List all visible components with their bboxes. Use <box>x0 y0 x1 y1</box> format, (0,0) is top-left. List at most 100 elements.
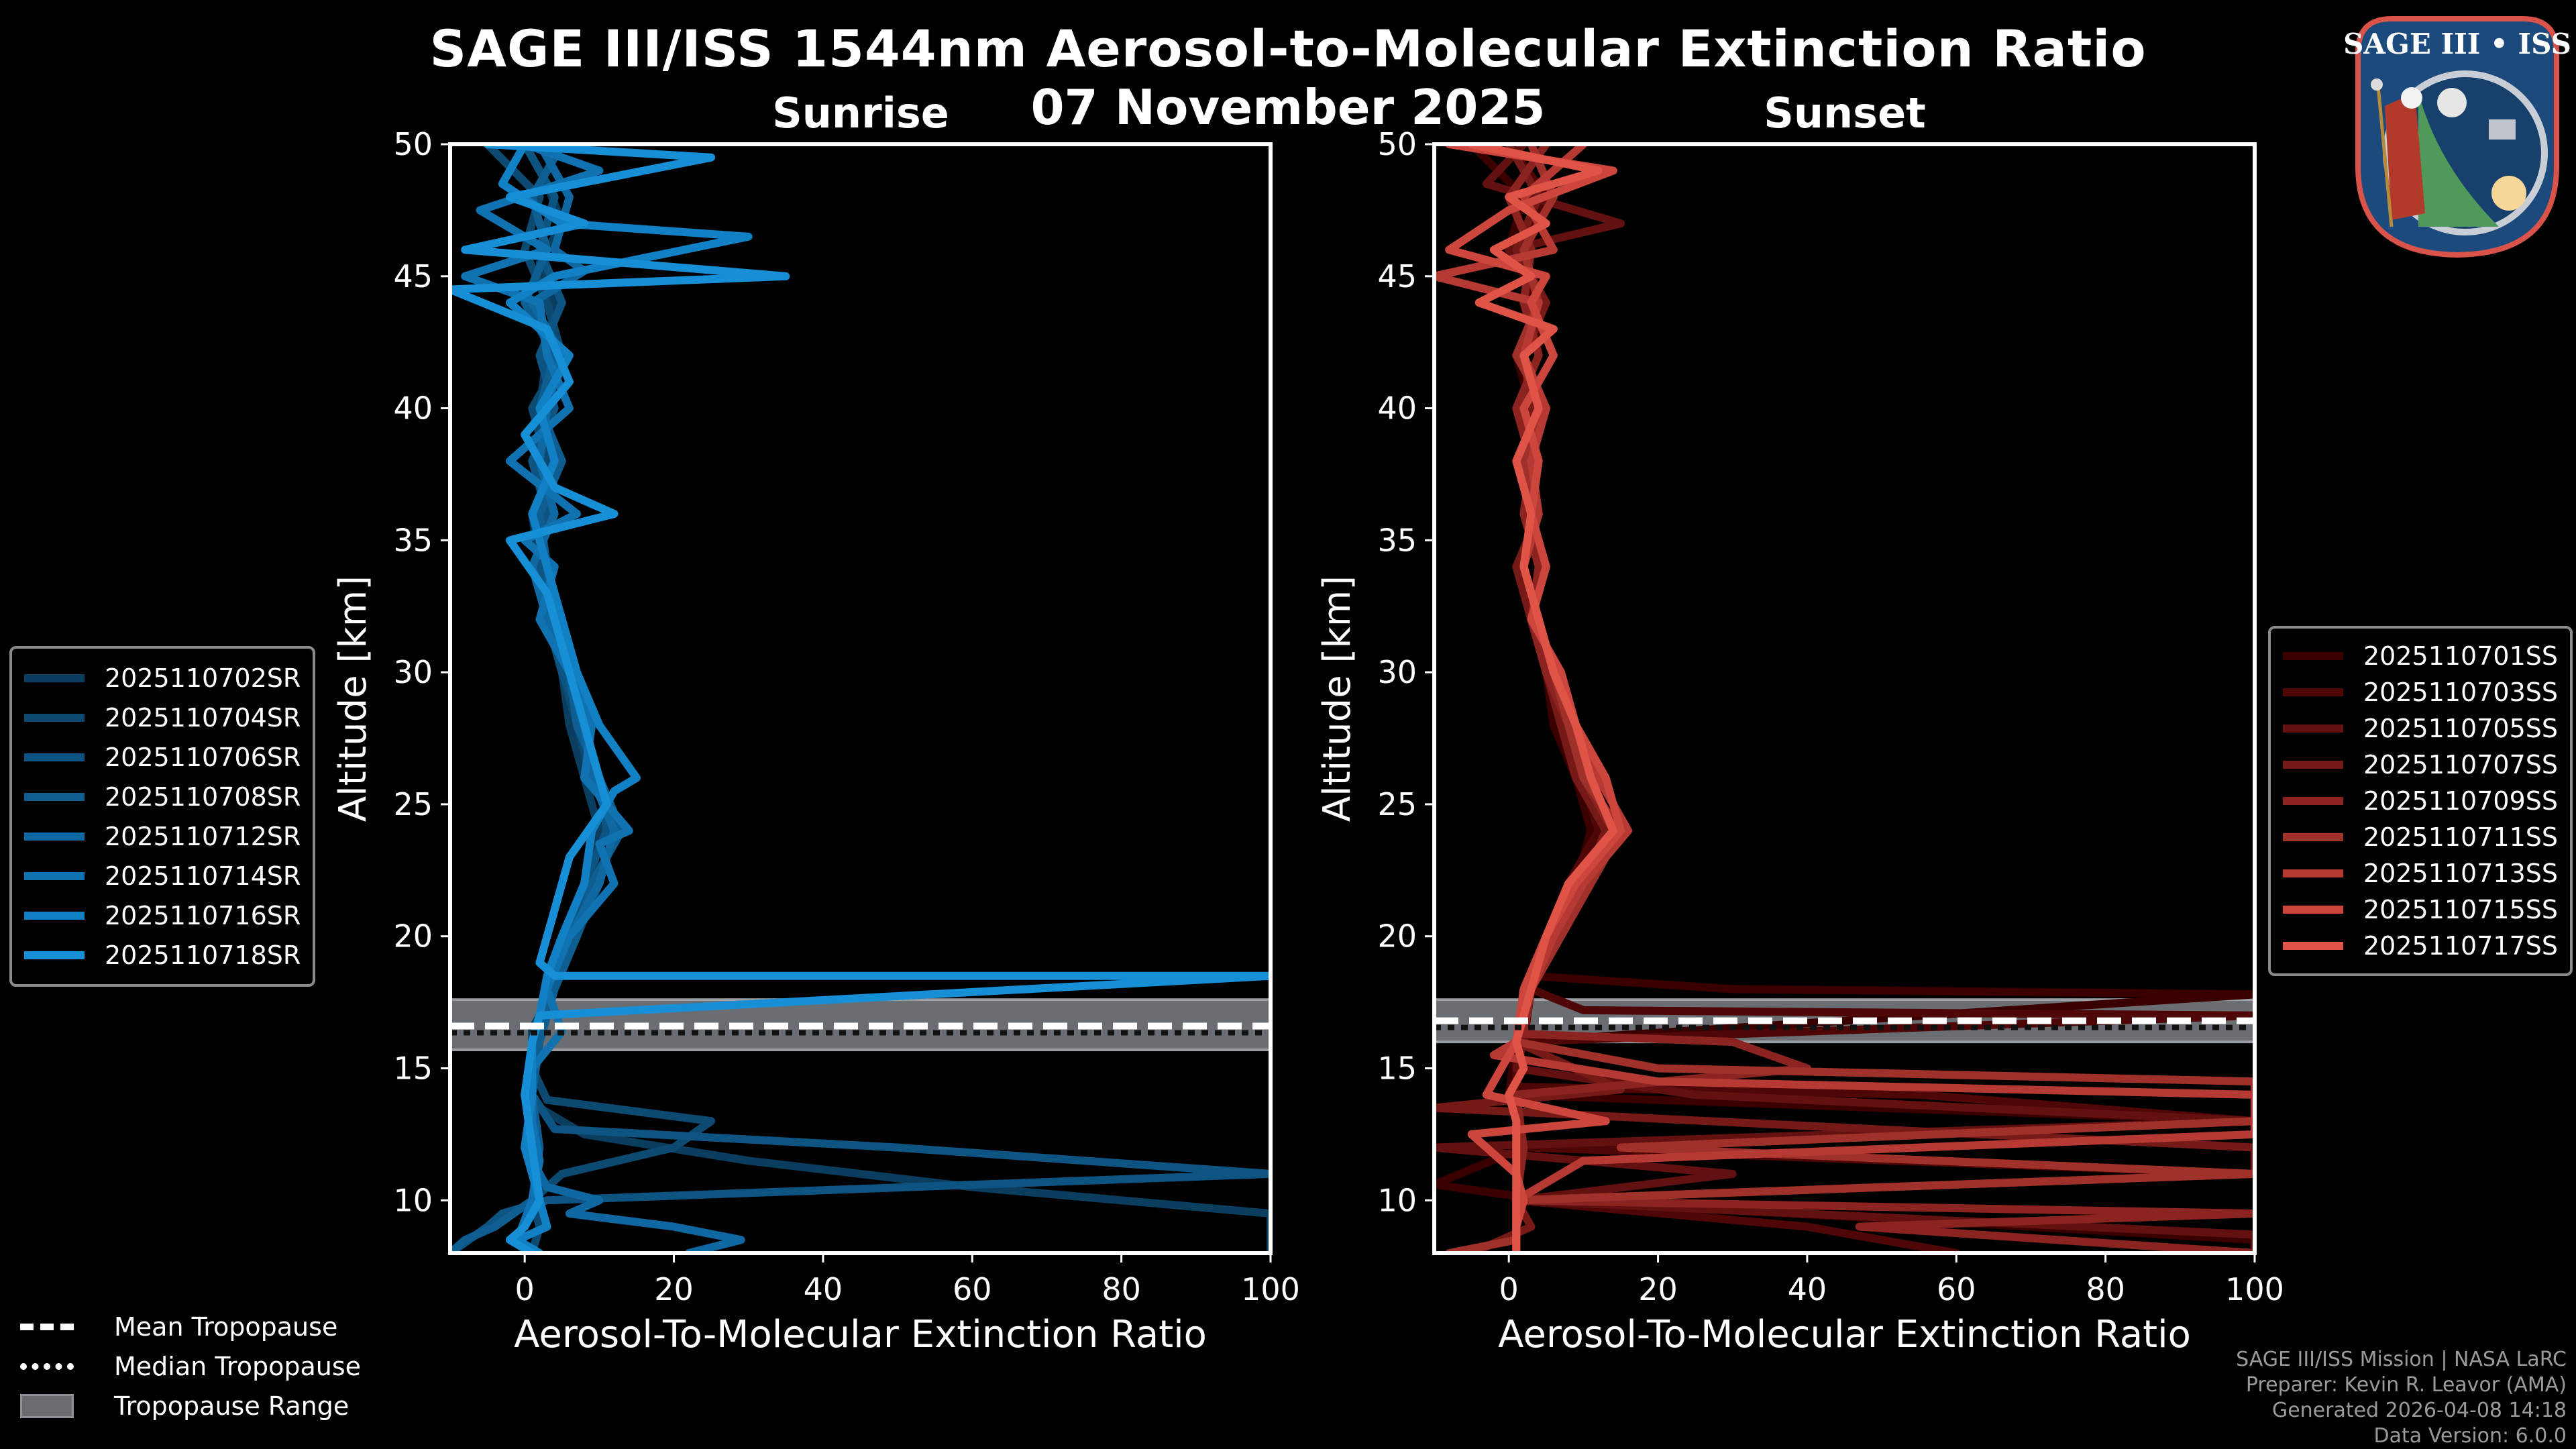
legend-line-swatch-icon <box>24 832 85 841</box>
legend-line-swatch-icon <box>2283 724 2343 733</box>
legend-label: 2025110712SR <box>105 821 301 851</box>
legend-item: 2025110713SS <box>2283 855 2558 892</box>
sunrise-legend: 2025110702SR 2025110704SR 2025110706SR 2025… <box>9 646 316 987</box>
legend-line-swatch-icon <box>2283 906 2343 914</box>
legend-item: 2025110701SS <box>2283 638 2558 674</box>
legend-label: 2025110716SR <box>105 900 301 930</box>
x-tick-label: 20 <box>1638 1271 1678 1307</box>
sunset-legend: 2025110701SS 2025110703SS 2025110705SS 2025… <box>2268 626 2573 976</box>
legend-label: 2025110707SS <box>2363 750 2559 780</box>
y-tick-label: 40 <box>393 390 433 427</box>
legend-item-median-tropopause: Median Tropopause <box>20 1346 361 1386</box>
legend-label: 2025110701SS <box>2363 641 2559 671</box>
legend-label: 2025110713SS <box>2363 859 2559 888</box>
profile-line-2025110702SR <box>521 144 1271 1253</box>
sage-iii-iss-mission-patch-icon: SAGE III • ISS <box>2345 16 2570 258</box>
credit-generated: Generated 2026-04-08 14:18 <box>2271 1399 2567 1422</box>
axes-frame <box>1432 142 2257 1255</box>
legend-label: 2025110714SR <box>105 861 301 891</box>
legend-item: 2025110716SR <box>24 896 301 935</box>
plot-area <box>1434 144 2255 1253</box>
chart-date-subtitle: 07 November 2025 <box>1030 79 1546 136</box>
credit-preparer: Preparer: Kevin R. Leavor (AMA) <box>2245 1373 2567 1397</box>
legend-line-swatch-icon <box>24 713 85 722</box>
y-tick-label: 10 <box>1377 1182 1417 1218</box>
legend-line-swatch-icon <box>2283 797 2343 805</box>
x-tick-label: 80 <box>2086 1271 2125 1307</box>
x-tick-label: 0 <box>1499 1271 1519 1307</box>
legend-item: 2025110704SR <box>24 698 301 737</box>
x-tick-label: 40 <box>1788 1271 1827 1307</box>
legend-item: 2025110718SR <box>24 935 301 975</box>
x-tick-label: 100 <box>1241 1271 1300 1307</box>
sunrise-panel-title: Sunrise <box>772 89 949 138</box>
legend-label: Mean Tropopause <box>114 1311 338 1342</box>
y-tick-label: 50 <box>1377 126 1417 162</box>
logo-title: SAGE III • ISS <box>2345 28 2570 60</box>
x-tick-label: 20 <box>654 1271 694 1307</box>
legend-line-swatch-icon <box>2283 942 2343 950</box>
legend-label: 2025110708SR <box>105 782 301 812</box>
y-tick-label: 25 <box>1377 786 1417 822</box>
sunrise-plot: 0 20 40 60 80 100 10 15 20 25 30 35 40 45 50 Aerosol-To… <box>331 126 1300 1356</box>
legend-item-mean-tropopause: Mean Tropopause <box>20 1307 361 1346</box>
x-tick-label: 80 <box>1102 1271 1141 1307</box>
x-axis-label: Aerosol-To-Molecular Extinction Ratio <box>514 1313 1207 1356</box>
x-tick-label: 60 <box>1937 1271 1976 1307</box>
profile-line-2025110717SS <box>1467 144 1617 1253</box>
legend-item: 2025110705SS <box>2283 710 2558 747</box>
legend-item: 2025110714SR <box>24 856 301 896</box>
x-tick-label: 40 <box>804 1271 843 1307</box>
axes-frame <box>448 142 1273 1255</box>
y-tick-label: 40 <box>1377 390 1417 427</box>
legend-line-swatch-icon <box>2283 652 2343 660</box>
sunset-panel-title: Sunset <box>1764 89 1926 138</box>
y-tick-label: 30 <box>1377 654 1417 690</box>
legend-item: 2025110711SS <box>2283 819 2558 855</box>
y-tick-label: 45 <box>1377 258 1417 294</box>
legend-item: 2025110706SR <box>24 737 301 777</box>
y-tick-label: 45 <box>393 258 433 294</box>
y-tick-label: 35 <box>393 522 433 558</box>
legend-label: 2025110709SS <box>2363 786 2559 816</box>
legend-item: 2025110708SR <box>24 777 301 816</box>
chart-title: SAGE III/ISS 1544nm Aerosol-to-Molecular… <box>429 19 2147 78</box>
credit-data-version: Data Version: 6.0.0 <box>2373 1424 2567 1448</box>
legend-item: 2025110715SS <box>2283 892 2558 928</box>
legend-item: 2025110717SS <box>2283 928 2558 964</box>
dotted-line-icon <box>20 1362 74 1370</box>
y-tick-label: 50 <box>393 126 433 162</box>
x-tick-label: 60 <box>953 1271 992 1307</box>
legend-line-swatch-icon <box>24 674 85 682</box>
y-tick-label: 20 <box>1377 918 1417 955</box>
legend-label: 2025110718SR <box>105 940 301 970</box>
y-tick-label: 10 <box>393 1182 433 1218</box>
legend-item: 2025110703SS <box>2283 674 2558 710</box>
range-band-icon <box>20 1393 74 1418</box>
profile-line-2025110718SR <box>450 144 1271 1253</box>
x-tick-label: 100 <box>2225 1271 2284 1307</box>
legend-label: Median Tropopause <box>114 1351 361 1381</box>
sunset-plot: 0 20 40 60 80 100 10 15 20 25 30 35 40 45 50 Aerosol-To… <box>1316 126 2284 1356</box>
legend-item: 2025110712SR <box>24 816 301 856</box>
legend-line-swatch-icon <box>2283 869 2343 877</box>
legend-label: 2025110706SR <box>105 742 301 772</box>
legend-line-swatch-icon <box>24 951 85 959</box>
y-tick-label: 35 <box>1377 522 1417 558</box>
credits-block: SAGE III/ISS Mission | NASA LaRC Prepare… <box>2236 1347 2567 1449</box>
legend-label: 2025110717SS <box>2363 931 2559 961</box>
x-axis-label: Aerosol-To-Molecular Extinction Ratio <box>1498 1313 2191 1356</box>
tropopause-legend: Mean Tropopause Median Tropopause Tropop… <box>20 1307 361 1426</box>
y-tick-label: 25 <box>393 786 433 822</box>
legend-line-swatch-icon <box>2283 833 2343 841</box>
y-axis-label: Altitude [km] <box>331 576 375 822</box>
y-tick-label: 15 <box>1377 1051 1417 1087</box>
legend-item-tropopause-range: Tropopause Range <box>20 1386 361 1426</box>
legend-line-swatch-icon <box>24 792 85 801</box>
legend-label: 2025110711SS <box>2363 822 2559 852</box>
legend-line-swatch-icon <box>24 753 85 761</box>
x-tick-label: 0 <box>515 1271 535 1307</box>
legend-line-swatch-icon <box>2283 761 2343 769</box>
legend-line-swatch-icon <box>24 911 85 920</box>
